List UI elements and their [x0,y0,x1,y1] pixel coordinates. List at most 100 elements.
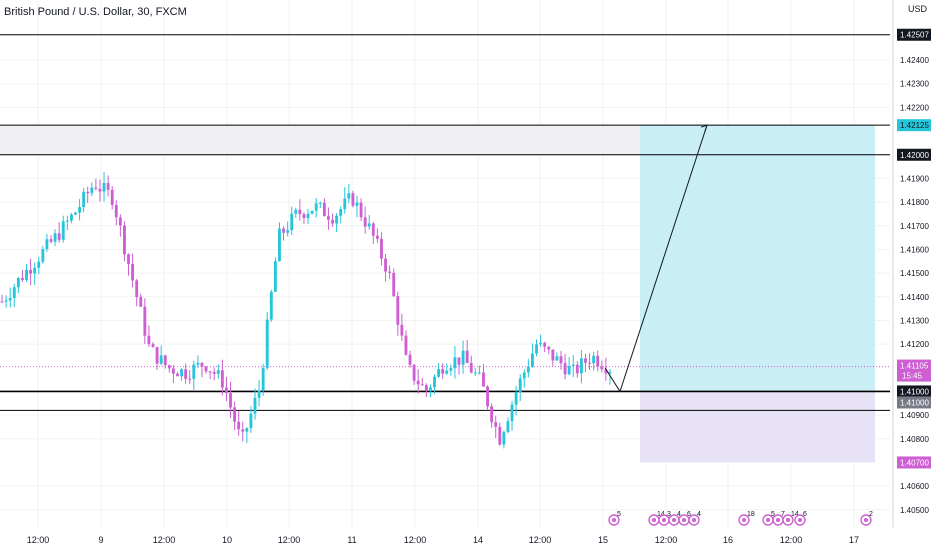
x-tick-label: 12:00 [404,535,427,545]
event-dot [798,518,802,522]
candle-bearish [188,378,192,380]
candle-bullish [502,432,506,445]
stop-price-badge [897,456,931,469]
candle-bearish [331,219,334,224]
x-tick-label: 11 [347,535,356,545]
candle-bullish [555,356,559,361]
y-tick-label: 1.40900 [900,411,929,420]
candle-bearish [551,349,555,361]
x-tick-label: 12:00 [27,535,50,545]
y-tick-label: 1.41200 [900,340,929,349]
candle-bearish [547,346,551,350]
y-tick-label: 1.41300 [900,316,929,325]
price-badge-entry-secondary [897,396,931,409]
candle-bullish [273,261,277,292]
candle-bullish [510,404,514,422]
candle-bearish [212,371,216,374]
candle-bearish [282,228,285,233]
candle-bearish [29,269,33,274]
candle-bullish [37,261,41,268]
profit-zone[interactable] [640,125,875,392]
candle-bearish [441,368,445,374]
event-count: 14 [657,511,665,518]
candle-bearish [147,335,151,345]
candle-bullish [82,191,86,208]
candle-bullish [61,221,65,240]
current-price-text: 1.41105 [900,362,929,371]
candle-bearish [396,296,400,325]
candle-bearish [490,406,494,423]
event-count: 5 [771,511,775,518]
candle-bearish [171,368,175,374]
candle-bullish [445,370,449,374]
event-dot [672,518,676,522]
candle-bullish [592,355,596,364]
event-dot [864,518,868,522]
candle-bearish [143,306,147,336]
candle-bullish [339,209,343,216]
x-tick-label: 17 [849,535,859,545]
candle-bullish [522,372,526,379]
candle-bullish [253,397,257,414]
candle-bearish [302,214,306,219]
loss-zone[interactable] [640,391,875,463]
y-tick-label: 1.42300 [900,80,929,89]
candle-bearish [155,347,159,364]
candle-bullish [41,249,45,262]
candle-bullish [4,300,8,302]
stop-price-badge-text: 1.40700 [900,458,929,467]
target-price-badge-text: 1.42125 [900,121,929,130]
candle-bearish [233,407,237,422]
candle-bullish [269,291,273,320]
projection-line[interactable] [604,125,708,393]
candle-bullish [477,372,481,374]
candle-bearish [563,363,567,375]
y-tick-label: 1.41600 [900,245,929,254]
candle-bullish [159,355,163,364]
candle-bearish [204,366,208,372]
candle-bullish [526,366,530,373]
candle-bullish [102,183,106,192]
event-count: 7 [781,511,785,518]
candle-bullish [90,187,94,194]
candle-bearish [220,370,224,388]
y-tick-label: 1.41800 [900,198,929,207]
countdown-text: 15:45 [902,372,923,381]
candle-bearish [49,239,53,242]
candle-bearish [498,426,502,445]
candle-bullish [69,214,73,221]
event-count: 3 [667,511,671,518]
price-badge-entry-secondary-text: 1.41000 [900,398,929,407]
event-dot [766,518,770,522]
candle-bullish [429,387,432,392]
candle-bullish [567,366,571,375]
range-band [0,125,640,155]
candle-bearish [322,202,326,217]
candle-bullish [192,364,196,379]
candle-bearish [98,188,102,192]
candle-bullish [294,209,298,214]
candle-bearish [604,369,608,374]
event-dot [662,518,666,522]
candle-bullish [8,298,12,301]
candle-bearish [139,296,143,307]
candle-bullish [33,267,37,274]
x-tick-label: 14 [473,535,483,545]
candle-bearish [237,421,241,430]
event-count: 4 [677,511,681,518]
candle-bearish [131,263,135,281]
candle-bearish [400,324,404,336]
candle-bearish [465,350,469,364]
candle-bearish [167,365,171,369]
price-badge-1-42000 [897,148,931,161]
candle-bearish [588,362,591,364]
candle-bearish [106,183,110,190]
x-tick-label: 9 [98,535,103,545]
candle-bullish [367,223,371,227]
event-dot [786,518,790,522]
x-tick-label: 10 [222,535,232,545]
x-tick-label: 12:00 [780,535,803,545]
candle-bearish [351,193,355,206]
event-dot [692,518,696,522]
